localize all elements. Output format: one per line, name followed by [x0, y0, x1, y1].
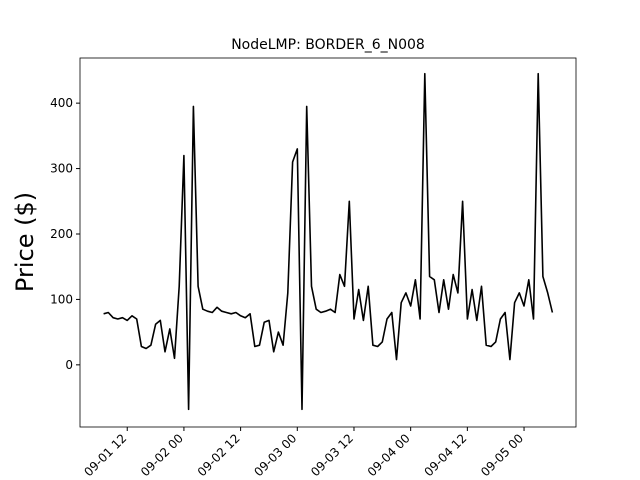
y-tick-label: 300 [50, 162, 73, 176]
y-tick-label: 200 [50, 227, 73, 241]
x-tick-label: 09-02 12 [195, 431, 243, 479]
y-tick-label: 0 [65, 358, 73, 372]
plot-frame [79, 57, 577, 428]
y-axis-label: Price ($) [11, 192, 39, 292]
x-tick-label: 09-04 00 [365, 431, 413, 479]
price-line [103, 72, 554, 411]
y-tick-label: 100 [50, 292, 73, 306]
x-tick-label: 09-05 00 [478, 431, 526, 479]
chart-title: NodeLMP: BORDER_6_N008 [231, 37, 425, 53]
x-tick-label: 09-03 12 [308, 431, 356, 479]
x-tick-label: 09-04 12 [421, 431, 469, 479]
x-tick-label: 09-02 00 [138, 431, 186, 479]
y-tick-label: 400 [50, 96, 73, 110]
x-tick-label: 09-03 00 [251, 431, 299, 479]
x-tick-label: 09-01 12 [81, 431, 129, 479]
